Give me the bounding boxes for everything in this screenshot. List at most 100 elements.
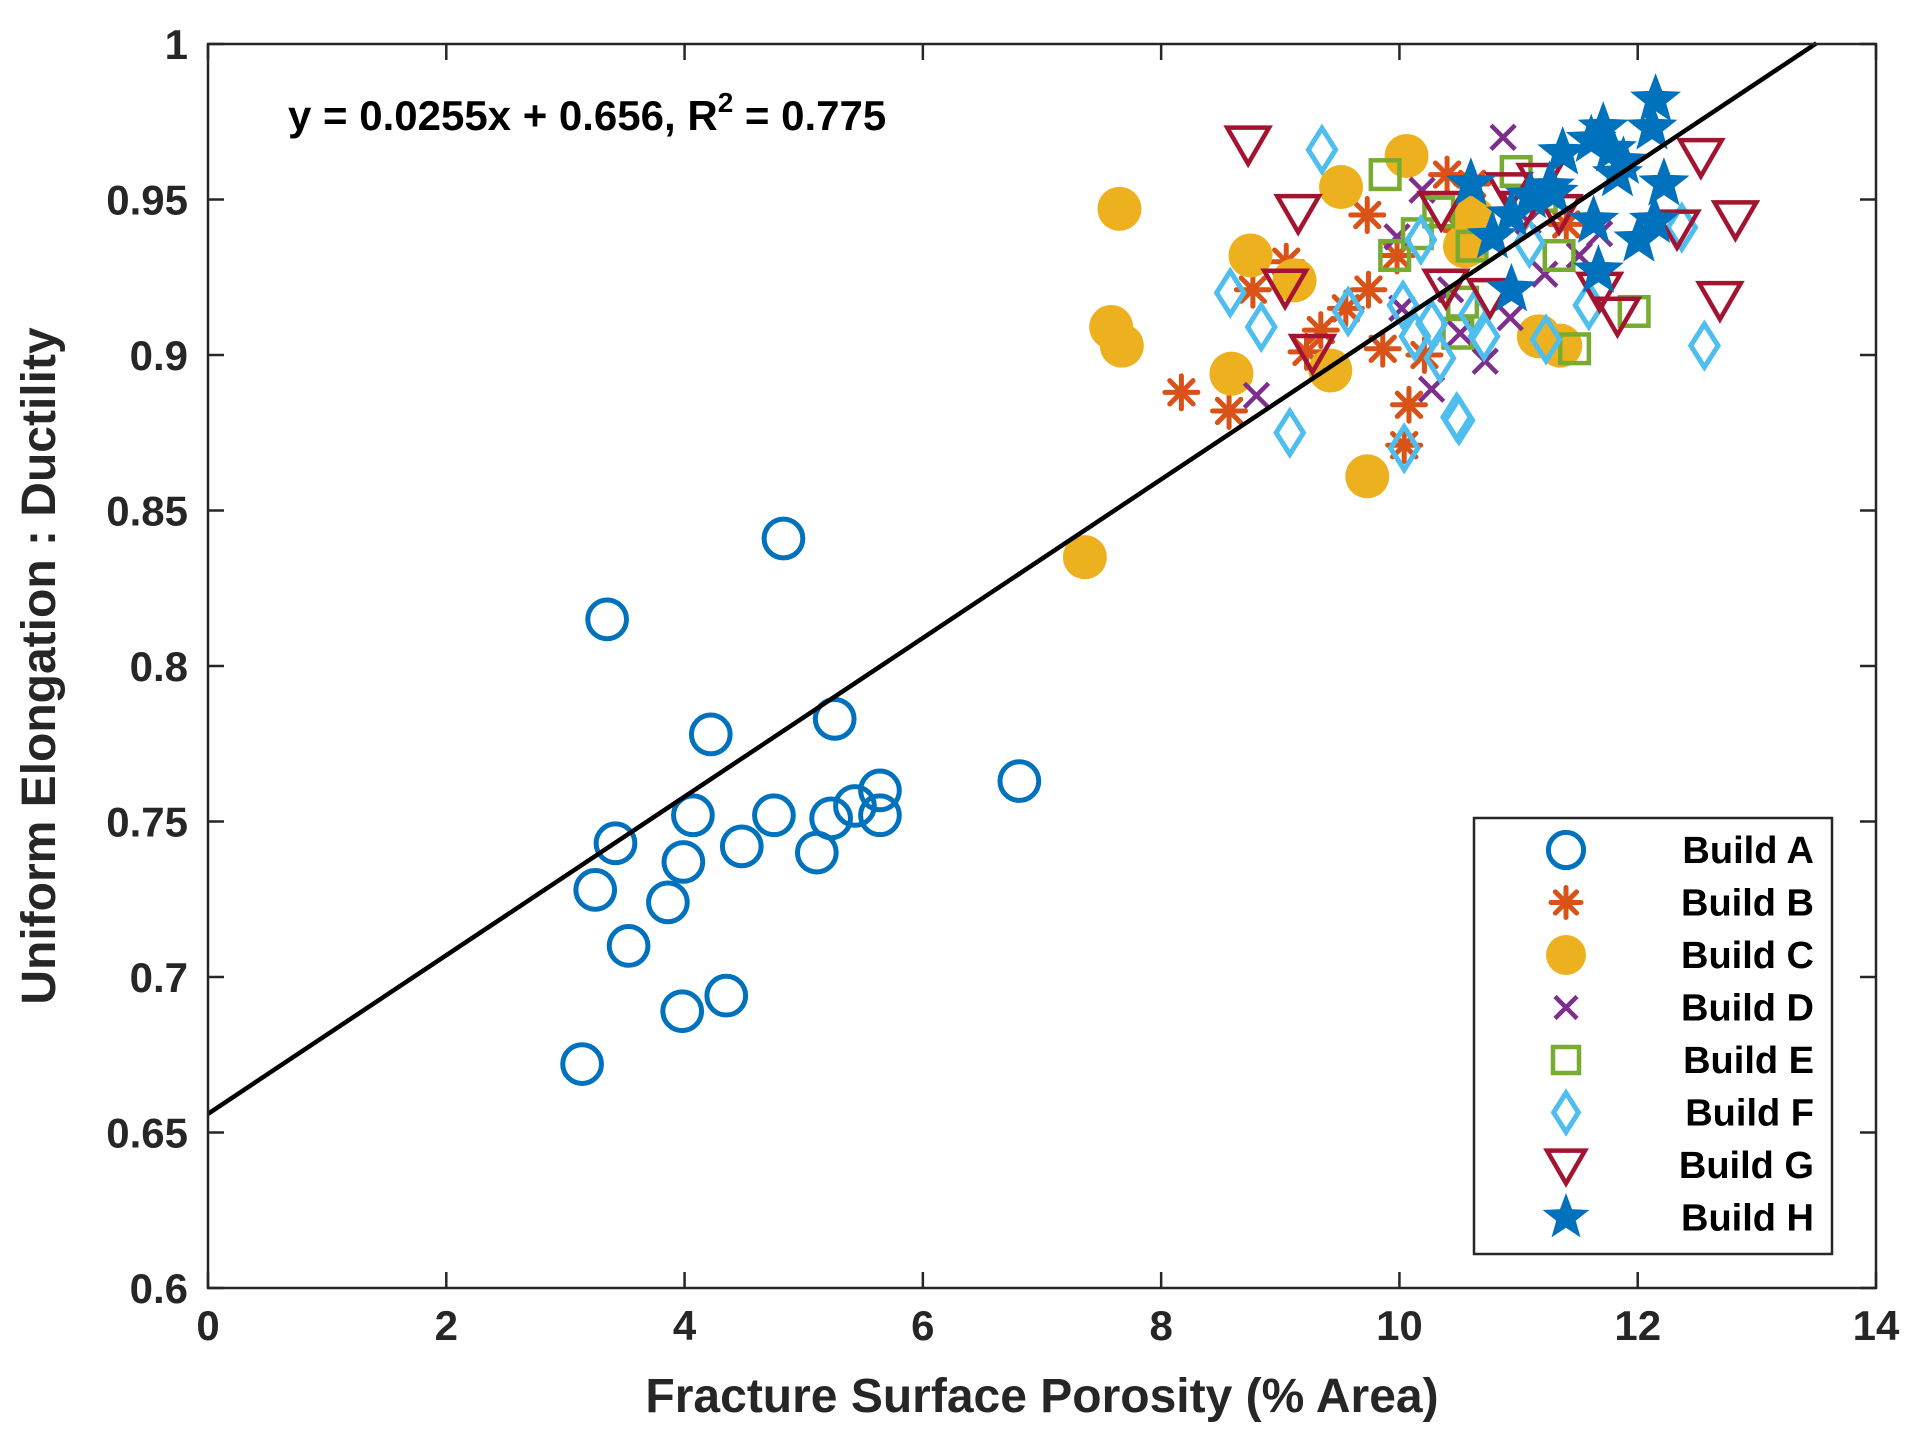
point-build-g-0	[1223, 125, 1273, 169]
legend-marker-build-g	[1543, 1148, 1589, 1188]
point-build-g-2	[1260, 268, 1310, 312]
legend-marker-build-f	[1550, 1088, 1582, 1137]
legend-marker-build-h	[1542, 1192, 1590, 1238]
point-build-a-17	[606, 924, 651, 968]
point-build-a-14	[794, 830, 839, 875]
legend-marker-build-b	[1548, 885, 1584, 920]
point-build-a-19	[660, 989, 705, 1034]
point-build-d-7	[1489, 123, 1517, 151]
y-tick-label: 0.6	[130, 1265, 188, 1312]
point-build-c-5	[1209, 351, 1254, 396]
legend-label-build-c: Build C	[1681, 935, 1814, 977]
point-build-c-0	[1097, 186, 1142, 231]
point-build-g-12	[1676, 137, 1726, 181]
legend-entry-build-a: Build A	[1545, 829, 1814, 872]
point-build-c-7	[1319, 165, 1364, 210]
x-tick-label: 0	[196, 1302, 219, 1349]
legend-label-build-e: Build E	[1683, 1040, 1814, 1082]
point-build-f-16	[1687, 319, 1722, 372]
y-tick-label: 1	[165, 21, 188, 68]
fit-layer	[206, 41, 1818, 1116]
point-build-h-15	[1572, 244, 1624, 293]
point-build-b-0	[1162, 373, 1201, 412]
point-build-e-8	[1542, 238, 1576, 273]
legend-entry-build-d: Build D	[1553, 988, 1814, 1030]
y-tick-label: 0.8	[130, 643, 188, 690]
point-build-f-9	[1423, 331, 1457, 385]
point-build-a-2	[688, 712, 733, 757]
fit-equation-label: y = 0.0255x + 0.656, R2 = 0.775	[288, 87, 886, 139]
x-tick-label: 2	[435, 1302, 458, 1349]
x-tick-label: 8	[1149, 1302, 1172, 1349]
series-build-a	[560, 516, 1042, 1086]
point-build-a-20	[560, 1042, 604, 1086]
point-build-f-3	[1273, 406, 1307, 459]
point-build-d-0	[1242, 381, 1271, 410]
legend-label-build-d: Build D	[1681, 988, 1814, 1030]
point-build-f-2	[1244, 300, 1278, 354]
legend: Build A Build B Build C Build D Build E Build…	[1472, 816, 1834, 1256]
legend-marker-build-a	[1545, 829, 1587, 871]
point-build-g-15	[1652, 209, 1702, 253]
y-tick-label: 0.9	[130, 332, 188, 379]
point-build-f-4	[1331, 285, 1365, 338]
point-build-a-11	[593, 821, 638, 866]
series-build-h	[1445, 73, 1690, 312]
legend-label-build-a: Build A	[1682, 830, 1814, 872]
point-build-c-3	[1228, 233, 1273, 278]
legend-label-build-g: Build G	[1679, 1145, 1814, 1187]
point-build-h-0	[1445, 157, 1497, 206]
point-build-g-14	[1695, 280, 1745, 324]
point-build-f-0	[1305, 123, 1339, 176]
y-tick-label: 0.95	[106, 177, 188, 224]
point-build-f-14	[1529, 313, 1563, 366]
point-build-c-9	[1345, 454, 1390, 499]
point-build-d-6	[1496, 303, 1524, 332]
point-build-a-5	[858, 768, 902, 813]
series-build-f	[1213, 123, 1722, 475]
axes-layer: 0 2 4 6 8 10 12 14 0.6 0.65 0.7 0.75 0.8 0.85 0.9 0.95 1	[106, 21, 1900, 1349]
y-tick-label: 0.65	[106, 1110, 188, 1157]
point-build-h-11	[1630, 73, 1682, 122]
legend-entry-build-b: Build B	[1548, 883, 1814, 925]
x-tick-label: 4	[673, 1302, 697, 1349]
legend-entry-build-e: Build E	[1550, 1040, 1814, 1082]
point-build-a-9	[752, 793, 796, 838]
legend-entry-build-h: Build H	[1542, 1192, 1814, 1240]
y-tick-label: 0.85	[106, 488, 188, 535]
point-build-a-6	[833, 784, 877, 828]
point-build-a-12	[719, 824, 764, 869]
x-tick-label: 14	[1853, 1302, 1900, 1349]
y-tick-label: 0.7	[130, 954, 188, 1001]
point-build-h-13	[1638, 157, 1690, 206]
point-build-h-19	[1591, 147, 1643, 197]
point-build-g-5	[1421, 268, 1471, 312]
point-build-h-14	[1628, 194, 1680, 243]
point-build-h-1	[1466, 210, 1518, 259]
point-build-a-8	[858, 793, 902, 838]
point-build-g-1	[1273, 193, 1323, 237]
point-build-b-1	[1210, 391, 1249, 430]
y-axis-label: Uniform Elongation : Ductility	[13, 327, 66, 1005]
point-build-a-3	[812, 697, 857, 741]
legend-entry-build-f: Build F	[1550, 1088, 1814, 1137]
fit-line	[206, 41, 1818, 1116]
point-build-b-7	[1349, 270, 1388, 309]
point-build-f-13	[1467, 310, 1501, 363]
point-build-f-19	[1512, 216, 1546, 270]
point-build-b-10	[1389, 385, 1428, 424]
point-build-a-1	[585, 597, 629, 642]
point-build-a-16	[646, 880, 690, 925]
legend-box	[1472, 816, 1834, 1256]
legend-label-build-b: Build B	[1681, 883, 1814, 925]
legend-label-build-h: Build H	[1681, 1198, 1814, 1240]
point-build-f-6	[1386, 279, 1420, 332]
legend-marker-build-d	[1553, 994, 1579, 1021]
series-build-c	[1062, 133, 1583, 580]
x-tick-label: 12	[1614, 1302, 1661, 1349]
point-build-h-18	[1524, 160, 1576, 209]
legend-label-build-f: Build F	[1685, 1093, 1814, 1135]
x-tick-label: 10	[1376, 1302, 1423, 1349]
point-build-a-0	[761, 516, 806, 561]
